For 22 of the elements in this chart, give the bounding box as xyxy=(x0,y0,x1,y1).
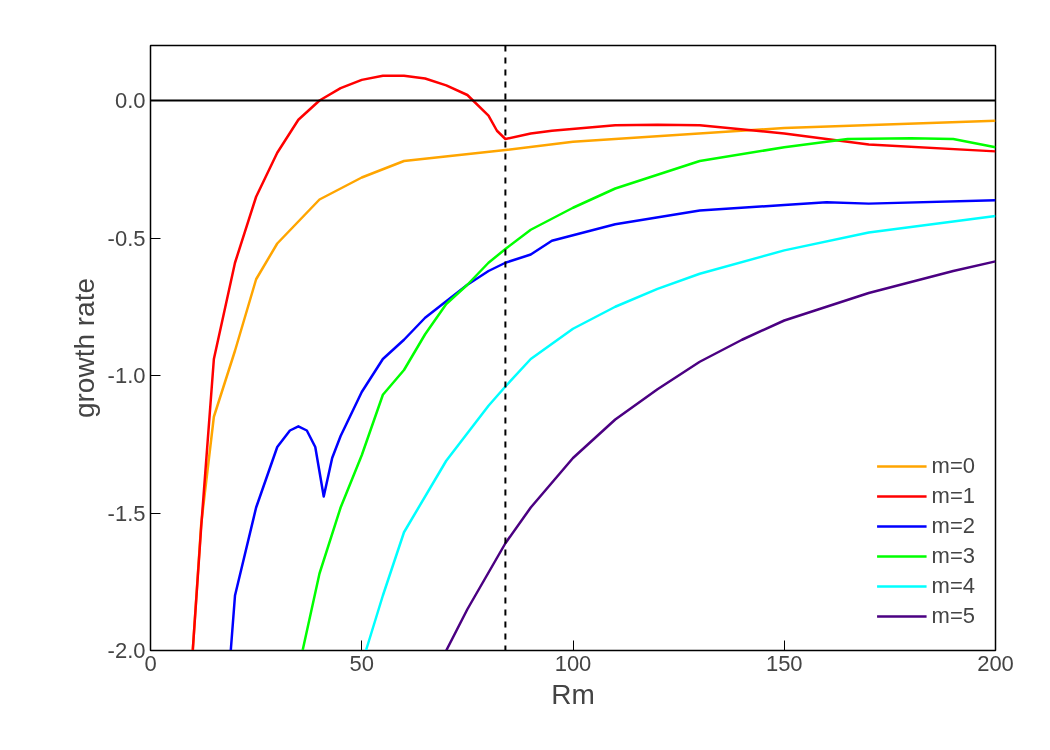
legend-label: m=2 xyxy=(931,512,975,540)
legend-label: m=5 xyxy=(931,602,975,630)
y-tick-label: -0.5 xyxy=(107,225,146,251)
y-tick-label: -1.0 xyxy=(107,363,146,388)
y-tick-label: -1.5 xyxy=(107,500,146,526)
x-tick-label: 50 xyxy=(349,650,374,676)
legend-label: m=3 xyxy=(931,542,975,570)
x-tick-label: 200 xyxy=(977,650,1014,676)
y-tick-label: 0.0 xyxy=(114,88,146,113)
legend-label: m=0 xyxy=(931,452,975,480)
line-series xyxy=(445,260,996,651)
legend-label: m=1 xyxy=(931,482,975,510)
y-tick-label: -2.0 xyxy=(107,638,146,663)
y-axis-title: growth rate xyxy=(68,277,100,419)
x-tick-label: 100 xyxy=(554,650,592,676)
x-axis-title: Rm xyxy=(551,678,595,710)
x-tick-label: 150 xyxy=(765,650,803,676)
legend-label: m=4 xyxy=(931,572,975,600)
line-series xyxy=(364,214,996,651)
x-tick-label: 0 xyxy=(144,650,157,676)
line-series xyxy=(229,199,996,651)
line-series xyxy=(301,136,996,651)
